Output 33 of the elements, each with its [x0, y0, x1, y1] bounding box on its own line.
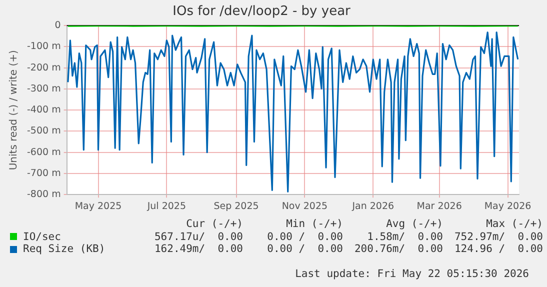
x-tick-label: Mar 2026: [416, 200, 462, 212]
chart-title: IOs for /dev/loop2 - by year: [172, 4, 352, 20]
x-tick-label: Nov 2025: [282, 200, 328, 212]
x-tick-label: Sep 2025: [214, 200, 259, 212]
text: Last update: Fri May 22 05:15:30 2026: [295, 268, 529, 280]
text: 162.49m/ 0.00: [153, 243, 243, 256]
y-tick-label: -100 m: [26, 41, 61, 52]
text: 124.96 / 0.00: [453, 243, 543, 256]
x-tick-label: Jan 2026: [351, 200, 394, 212]
text: Max (-/+): [485, 218, 543, 230]
y-tick-label: -600 m: [26, 146, 61, 158]
text: 752.97m/ 0.00: [453, 230, 543, 243]
y-tick-label: -500 m: [26, 126, 61, 137]
text: 0.00 / 0.00: [266, 243, 343, 256]
text: 567.17u/ 0.00: [153, 230, 243, 243]
x-tick-label: Jul 2025: [146, 200, 186, 212]
y-tick-label: -700 m: [26, 168, 61, 179]
x-tick-label: May 2025: [74, 200, 122, 212]
text: 200.76m/ 0.00: [353, 243, 443, 256]
y-tick-label: 0: [54, 20, 61, 32]
text: 1.58m/ 0.00: [366, 230, 443, 243]
y-tick-label: -400 m: [26, 104, 61, 116]
y-tick-label: -200 m: [26, 62, 61, 74]
text: Avg (-/+): [385, 218, 443, 230]
text: Min (-/+): [285, 218, 343, 230]
legend-label: IO/sec: [23, 230, 62, 243]
legend-label: Req Size (KB): [23, 243, 106, 256]
y-tick-label: -300 m: [26, 83, 61, 94]
text: 0.00 / 0.00: [266, 230, 343, 243]
y-tick-label: -800 m: [26, 189, 61, 200]
x-tick-label: May 2026: [484, 200, 532, 212]
text: Cur (-/+): [185, 218, 243, 230]
y-axis-title: Units read (-) / write (+): [8, 50, 20, 170]
